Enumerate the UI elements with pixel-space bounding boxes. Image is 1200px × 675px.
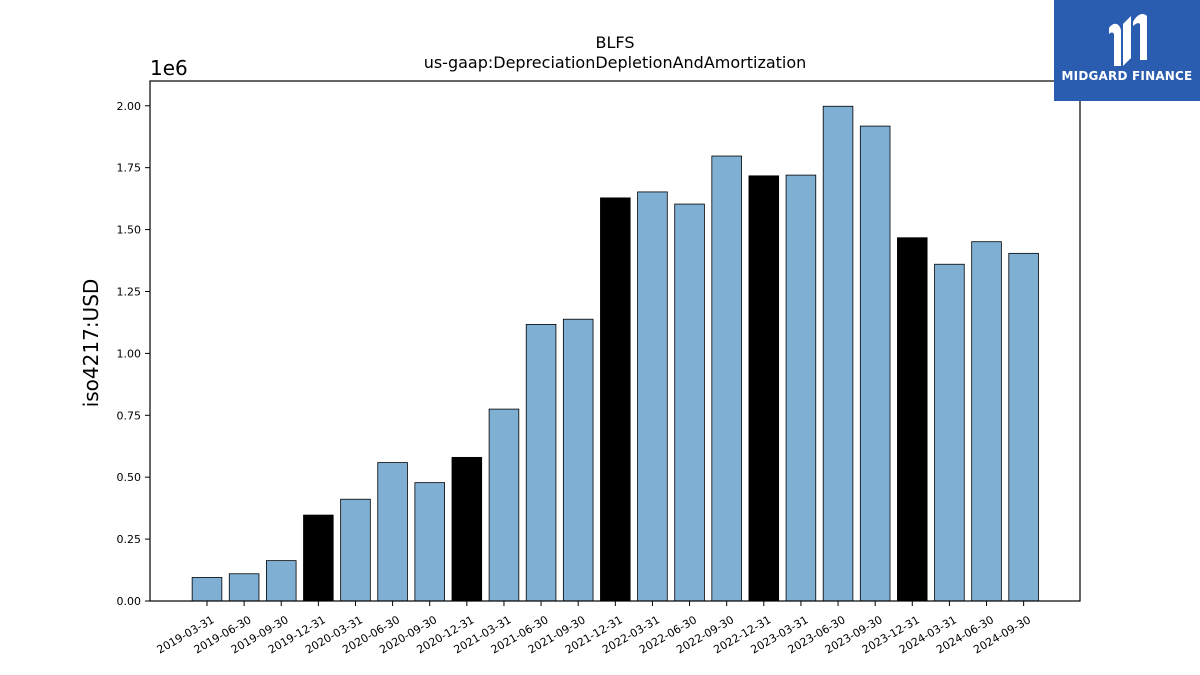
- bar-2021-12-31: [600, 197, 631, 602]
- y-tick-label: 0.00: [117, 595, 142, 608]
- bar-2019-06-30: [228, 573, 260, 602]
- y-tick-label: 2.00: [117, 100, 142, 113]
- bars-layer: [191, 105, 1039, 602]
- bar-2024-09-30: [1008, 252, 1039, 602]
- bar-2023-06-30: [822, 105, 854, 602]
- y-axis-offset-label: 1e6: [150, 56, 188, 80]
- y-axis-ticks: 0.00 0.25 0.50 0.75 1.00 1.25 1.50 1.75 2.00: [117, 100, 150, 608]
- bar-2021-03-31: [488, 408, 520, 602]
- logo-text: MIDGARD FINANCE: [1061, 69, 1193, 83]
- bar-2023-09-30: [859, 125, 891, 602]
- bar-2024-03-31: [934, 263, 965, 602]
- bar-2021-09-30: [562, 318, 594, 602]
- y-tick-label: 1.25: [117, 285, 142, 298]
- chart-title: BLFS: [596, 33, 635, 52]
- bar-2022-06-30: [674, 203, 705, 602]
- bar-2024-06-30: [971, 241, 1002, 602]
- bar-2022-09-30: [711, 155, 742, 602]
- y-tick-label: 0.25: [117, 533, 142, 546]
- y-tick-label: 1.00: [117, 347, 142, 360]
- bar-2020-06-30: [377, 462, 408, 602]
- bar-2022-03-31: [637, 191, 668, 602]
- chart-subtitle: us-gaap:DepreciationDepletionAndAmortiza…: [424, 53, 807, 72]
- y-tick-label: 1.75: [117, 162, 142, 175]
- bar-2023-12-31: [897, 237, 928, 602]
- plot-frame: [149, 80, 1081, 602]
- y-axis-label: iso4217:USD: [79, 279, 103, 408]
- bar-2020-12-31: [451, 456, 483, 602]
- midgard-finance-logo: MIDGARD FINANCE: [1054, 0, 1200, 101]
- bar-2020-09-30: [414, 482, 445, 602]
- y-tick-label: 0.50: [117, 471, 142, 484]
- y-tick-label: 0.75: [117, 409, 142, 422]
- bar-2019-09-30: [265, 560, 297, 602]
- bar-2020-03-31: [340, 498, 371, 602]
- bar-2019-12-31: [303, 514, 334, 602]
- midgard-logo-icon: [1109, 14, 1147, 66]
- y-tick-label: 1.50: [117, 224, 142, 237]
- bar-2019-03-31: [191, 577, 223, 602]
- bar-2021-06-30: [525, 324, 557, 602]
- bar-2022-12-31: [748, 175, 780, 602]
- x-axis-ticks: 2019-03-312019-06-302019-09-302019-12-31…: [155, 601, 1033, 656]
- bar-2023-03-31: [785, 174, 817, 602]
